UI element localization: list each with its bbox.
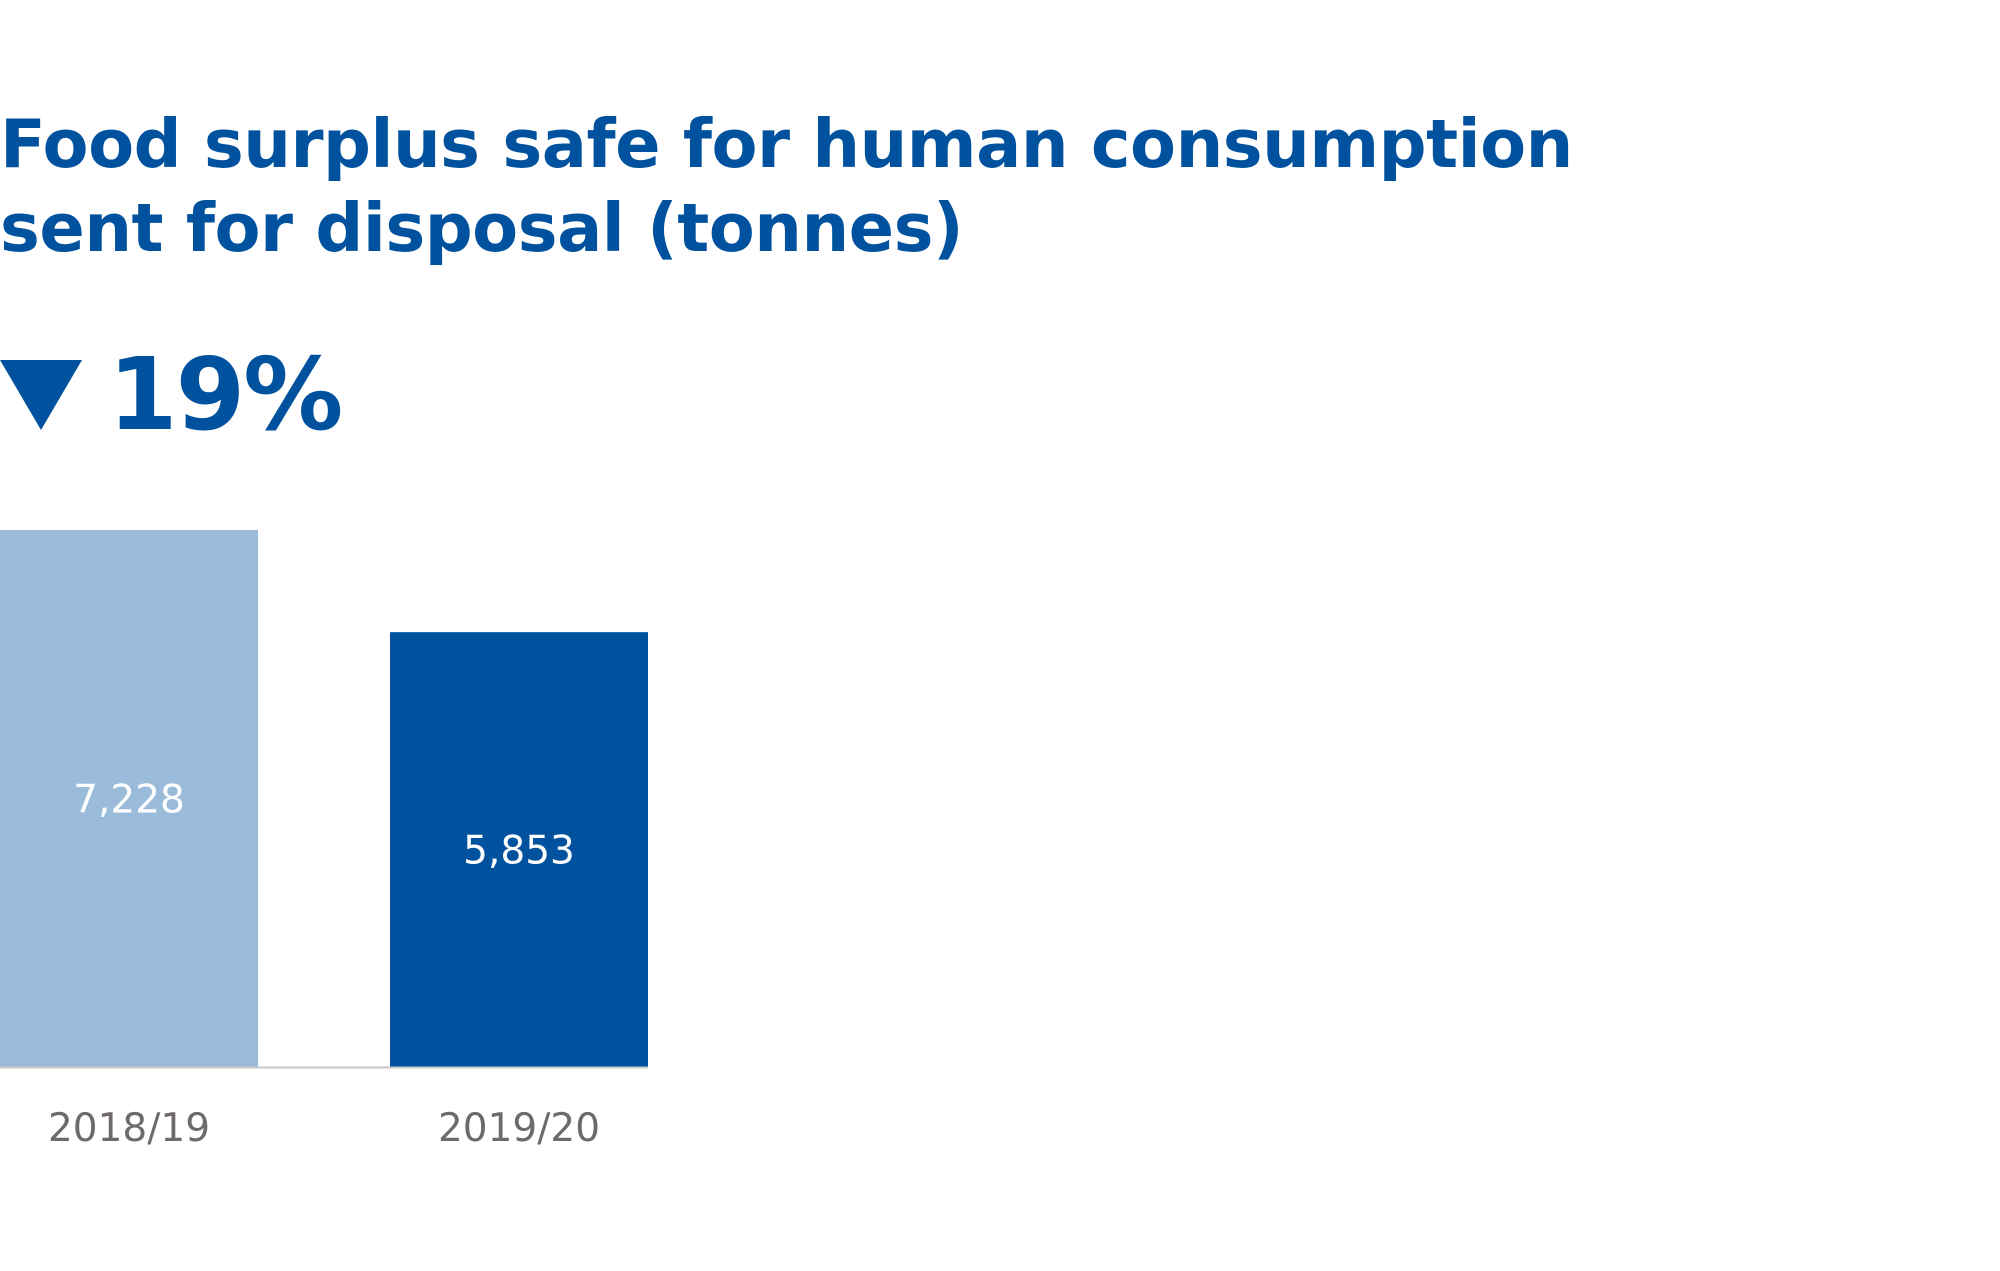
x-tick-label: 2019/20 [438,1106,600,1151]
bar-chart: 7,228 2018/19 5,853 2019/20 [0,530,648,1151]
change-indicator: 19% [0,336,343,453]
triangle-down-icon [0,360,82,430]
chart-title: Food surplus safe for human consumption … [0,102,1573,270]
bar-value-label: 5,853 [463,829,575,874]
change-value: 19% [108,336,343,453]
x-tick-label: 2018/19 [48,1106,210,1151]
bar-2018-19 [0,530,258,1067]
bar-2019-20 [390,632,648,1067]
chart-title-line-2: sent for disposal (tonnes) [0,189,964,267]
bar-value-label: 7,228 [73,778,185,823]
chart-title-line-1: Food surplus safe for human consumption [0,105,1573,183]
